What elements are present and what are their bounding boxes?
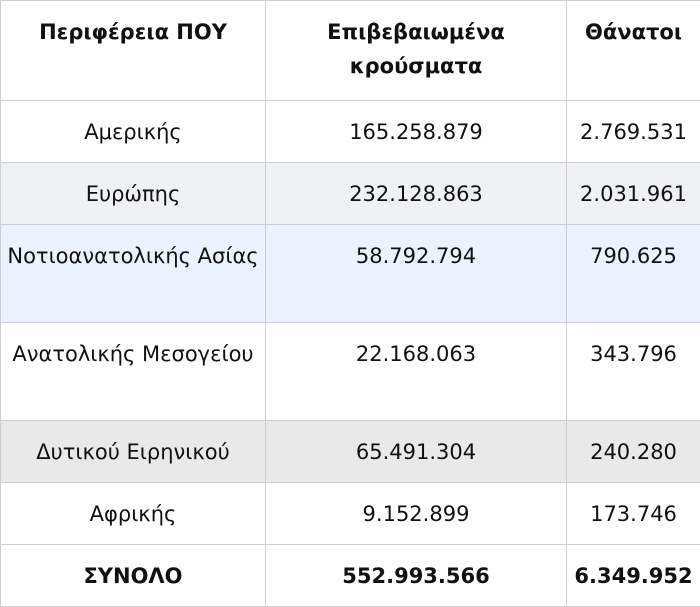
cases-cell: 58.792.794 [266,225,567,323]
header-region: Περιφέρεια ΠΟΥ [1,1,266,101]
table-row: Ευρώπης 232.128.863 2.031.961 [1,163,700,225]
header-deaths: Θάνατοι [567,1,700,101]
deaths-cell: 790.625 [567,225,700,323]
cases-cell: 232.128.863 [266,163,567,225]
deaths-cell: 173.746 [567,483,700,545]
total-row: ΣΥΝΟΛΟ 552.993.566 6.349.952 [1,545,700,607]
region-cell: Αμερικής [1,101,266,163]
table-row: Δυτικού Ειρηνικού 65.491.304 240.280 [1,421,700,483]
cases-cell: 165.258.879 [266,101,567,163]
table-row: Αφρικής 9.152.899 173.746 [1,483,700,545]
region-cell: Δυτικού Ειρηνικού [1,421,266,483]
table-row: Ανατολικής Μεσογείου 22.168.063 343.796 [1,323,700,421]
region-cell: Ανατολικής Μεσογείου [1,323,266,421]
table-row: Αμερικής 165.258.879 2.769.531 [1,101,700,163]
region-cell: Αφρικής [1,483,266,545]
deaths-cell: 2.031.961 [567,163,700,225]
cases-cell: 22.168.063 [266,323,567,421]
region-cell: Νοτιοανατολικής Ασίας [1,225,266,323]
total-deaths: 6.349.952 [567,545,700,607]
table-header-row: Περιφέρεια ΠΟΥ Επιβεβαιωμένα κρούσματα Θ… [1,1,700,101]
cases-cell: 9.152.899 [266,483,567,545]
header-confirmed-cases: Επιβεβαιωμένα κρούσματα [266,1,567,101]
total-label: ΣΥΝΟΛΟ [1,545,266,607]
cases-cell: 65.491.304 [266,421,567,483]
table-row: Νοτιοανατολικής Ασίας 58.792.794 790.625 [1,225,700,323]
region-cell: Ευρώπης [1,163,266,225]
deaths-cell: 2.769.531 [567,101,700,163]
total-cases: 552.993.566 [266,545,567,607]
deaths-cell: 240.280 [567,421,700,483]
deaths-cell: 343.796 [567,323,700,421]
